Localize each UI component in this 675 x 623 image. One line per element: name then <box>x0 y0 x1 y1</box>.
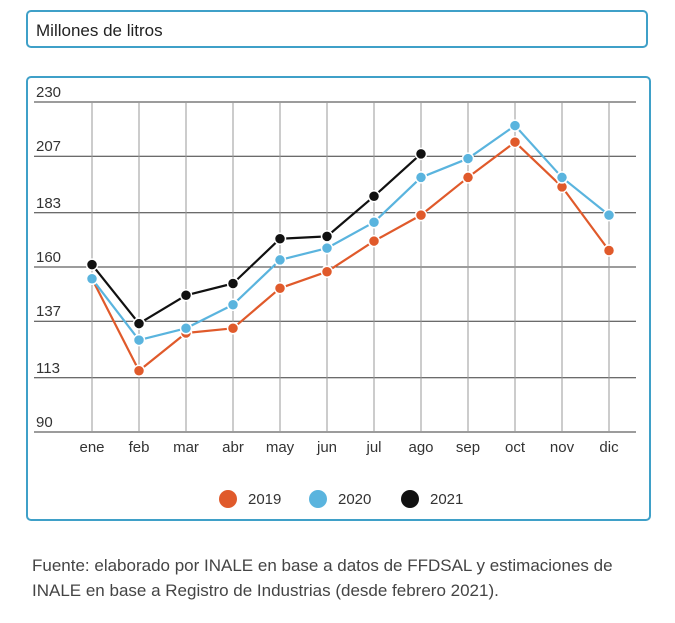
data-point-2019 <box>320 265 334 278</box>
legend-marker-2021 <box>401 490 419 508</box>
chart-title: Millones de litros <box>36 21 163 40</box>
data-point-2019 <box>132 364 146 377</box>
data-point-2019 <box>602 244 616 257</box>
data-point-2020 <box>226 298 240 311</box>
y-tick-label: 137 <box>36 303 61 320</box>
data-point-2019 <box>226 322 240 335</box>
data-point-2019 <box>367 234 381 248</box>
x-tick-label: jun <box>316 439 337 456</box>
data-point-2020 <box>508 119 522 132</box>
chart-container: 230 207 183 160 137 113 90 ene feb mar abr may jun ju… <box>26 76 651 521</box>
x-tick-label: jul <box>365 439 381 456</box>
x-tick-label: nov <box>550 439 575 456</box>
x-tick-label: abr <box>222 439 244 456</box>
data-point-2019 <box>508 135 522 149</box>
legend-label-2020: 2020 <box>338 491 371 508</box>
x-tick-label: sep <box>456 439 480 456</box>
x-tick-label: ene <box>79 439 104 456</box>
data-point-2021 <box>273 232 287 245</box>
data-point-2021 <box>85 258 99 271</box>
y-tick-label: 113 <box>36 360 60 377</box>
data-point-2021 <box>320 230 334 243</box>
data-point-2020 <box>555 171 569 184</box>
x-tick-label: may <box>266 439 295 456</box>
legend-label-2021: 2021 <box>430 491 463 508</box>
series-line-2019 <box>91 140 610 372</box>
legend-label-2019: 2019 <box>248 491 281 508</box>
y-tick-label: 183 <box>36 195 61 212</box>
y-tick-label: 90 <box>36 414 53 431</box>
data-point-2020 <box>461 152 475 165</box>
data-point-2020 <box>273 253 287 267</box>
data-point-2020 <box>602 208 616 222</box>
x-tick-label: dic <box>599 439 619 456</box>
y-tick-label: 230 <box>36 84 61 101</box>
y-tick-label: 160 <box>36 249 61 266</box>
series-line-2020 <box>91 124 610 342</box>
data-point-2019 <box>461 171 475 184</box>
series-line-2021 <box>91 153 422 325</box>
data-point-2021 <box>414 147 428 161</box>
data-point-2020 <box>179 322 193 335</box>
legend-marker-2019 <box>219 490 237 508</box>
y-tick-label: 207 <box>36 138 61 155</box>
data-point-2020 <box>85 272 99 286</box>
data-point-2019 <box>273 281 287 295</box>
data-point-2020 <box>367 215 381 229</box>
data-point-2019 <box>414 208 428 222</box>
legend-marker-2020 <box>309 490 327 508</box>
x-tick-label: oct <box>505 439 526 456</box>
data-point-2021 <box>179 289 193 302</box>
data-point-2021 <box>226 277 240 290</box>
x-tick-label: mar <box>173 439 199 456</box>
chart-title-box: Millones de litros <box>26 10 648 48</box>
data-point-2020 <box>320 241 334 255</box>
data-point-2020 <box>132 333 146 347</box>
data-point-2021 <box>132 317 146 330</box>
source-note: Fuente: elaborado por INALE en base a da… <box>32 556 613 600</box>
x-tick-label: ago <box>408 439 433 456</box>
x-tick-label: feb <box>129 439 150 456</box>
line-chart: 230 207 183 160 137 113 90 ene feb mar abr may jun ju… <box>34 84 636 508</box>
data-point-2021 <box>367 190 381 203</box>
data-point-2020 <box>414 171 428 184</box>
